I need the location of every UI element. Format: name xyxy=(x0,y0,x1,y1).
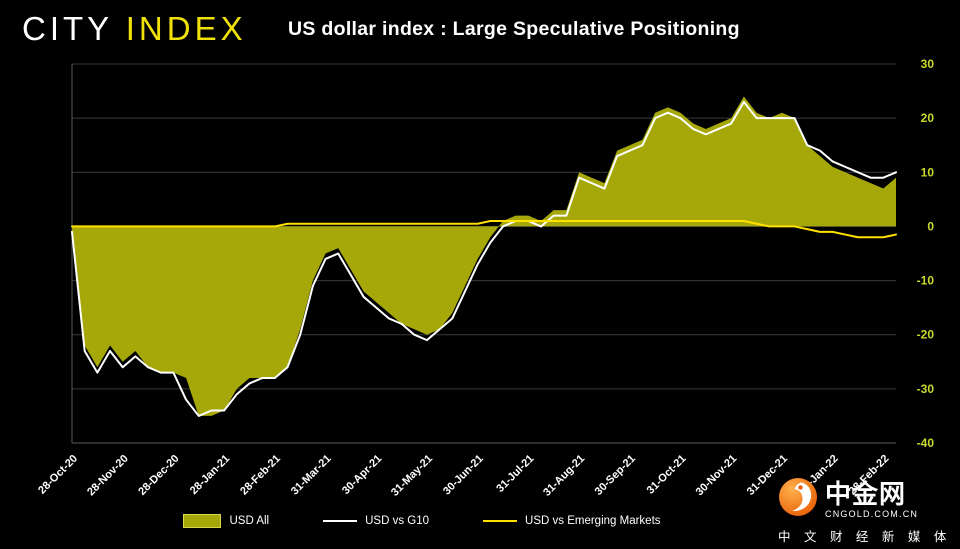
usd-all-area-swatch xyxy=(183,514,222,528)
usd-vs-em-line-swatch xyxy=(483,520,518,522)
x-tick-label: 28-Jan-21 xyxy=(188,453,232,497)
x-tick-label: 30-Jun-21 xyxy=(441,453,486,498)
x-tick-label: 31-Mar-21 xyxy=(289,453,334,498)
brand-index: INDEX xyxy=(125,10,247,47)
x-tick-label: 31-Jul-21 xyxy=(494,453,536,495)
y-tick-label: 10 xyxy=(921,165,935,179)
y-tick-label: -40 xyxy=(917,436,935,450)
x-tick-label: 31-Oct-21 xyxy=(645,453,689,497)
x-tick-label: 28-Dec-20 xyxy=(136,453,181,498)
watermark-name: 中金网 xyxy=(825,478,907,509)
usd-vs-g10-line-swatch xyxy=(323,520,358,522)
legend-label-usd-vs-em: USD vs Emerging Markets xyxy=(525,515,661,527)
city-index-logo: CITY INDEX xyxy=(22,10,247,48)
y-tick-label: 30 xyxy=(921,57,935,71)
usd-vs-em-line xyxy=(71,220,897,239)
x-tick-label: 30-Apr-21 xyxy=(340,453,384,497)
x-tick-label: 30-Sep-21 xyxy=(593,453,638,498)
y-tick-label: -30 xyxy=(917,382,935,396)
cngold-watermark: 中金网 CNGOLD.COM.CN 中 文 财 经 新 媒 体 xyxy=(778,477,950,545)
usd-vs-g10-line xyxy=(71,100,897,417)
watermark-domain: CNGOLD.COM.CN xyxy=(825,508,919,519)
x-tick-label: 31-May-21 xyxy=(389,453,435,499)
legend-label-usd-vs-g10: USD vs G10 xyxy=(365,515,430,527)
usd-all-area xyxy=(72,96,896,416)
chart-legend: USD All USD vs G10 USD vs Emerging Marke… xyxy=(72,514,772,528)
page-title: US dollar index : Large Speculative Posi… xyxy=(288,18,740,40)
x-tick-label: 28-Feb-21 xyxy=(238,453,283,498)
x-tick-label: 31-Aug-21 xyxy=(541,453,587,499)
legend-label-usd-all: USD All xyxy=(229,515,270,527)
y-tick-label: 0 xyxy=(927,219,934,233)
cngold-logo-icon xyxy=(778,477,818,522)
watermark-tagline: 中 文 财 经 新 媒 体 xyxy=(778,530,952,544)
x-tick-label: 30-Nov-21 xyxy=(694,453,740,499)
y-tick-label: -10 xyxy=(917,274,935,288)
y-tick-label: -20 xyxy=(917,328,935,342)
legend-item-usd-all: USD All xyxy=(183,514,269,528)
legend-item-usd-vs-g10: USD vs G10 xyxy=(323,515,429,527)
brand-city: CITY xyxy=(22,10,113,47)
legend-item-usd-vs-em: USD vs Emerging Markets xyxy=(483,515,661,527)
x-tick-label: 28-Nov-20 xyxy=(85,453,131,499)
x-tick-label: 28-Oct-20 xyxy=(36,453,80,497)
y-tick-label: 20 xyxy=(921,111,935,125)
